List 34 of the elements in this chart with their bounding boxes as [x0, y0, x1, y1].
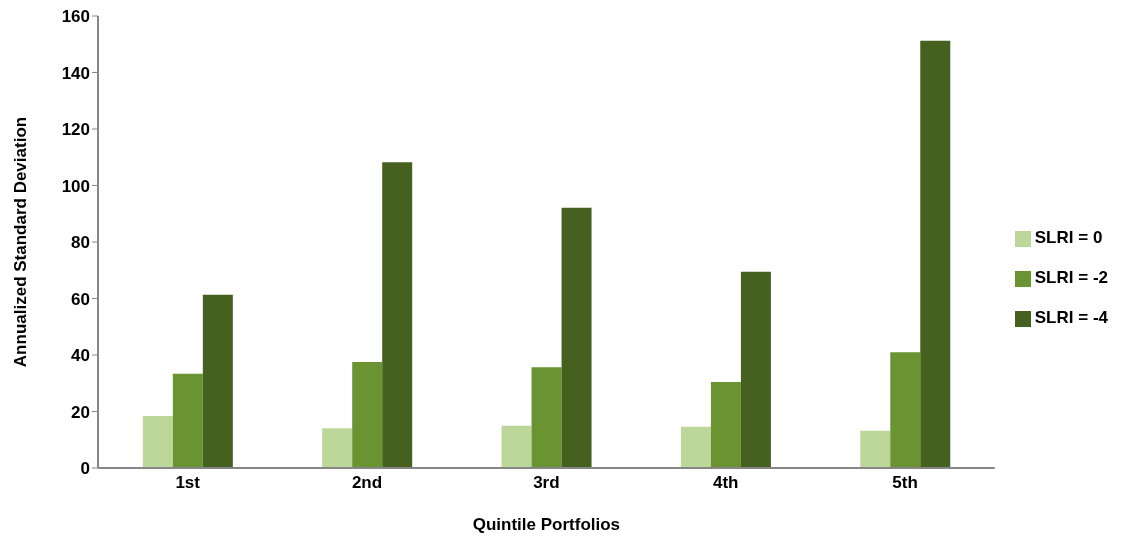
y-tick-label: 20 [71, 402, 90, 422]
x-tick-label: 2nd [351, 473, 383, 493]
y-axis-title: Annualized Standard Deviation [11, 116, 31, 368]
y-tick-label: 40 [71, 346, 90, 366]
bar [501, 425, 532, 468]
x-tick-label: 3rd [533, 473, 560, 493]
bar [172, 373, 203, 468]
x-tick-label: 1st [175, 473, 201, 493]
bar [561, 207, 592, 468]
bar [322, 428, 353, 468]
bar [860, 430, 891, 468]
bar [352, 362, 383, 468]
x-tick-label: 5th [892, 473, 918, 493]
y-tick-label: 80 [71, 233, 90, 253]
bar [710, 382, 741, 468]
y-tick-label: 140 [61, 63, 90, 83]
y-tick-label: 100 [61, 176, 90, 196]
bar [142, 416, 173, 468]
bar [531, 367, 562, 468]
y-tick-label: 60 [71, 289, 90, 309]
bar [890, 352, 921, 468]
bar [680, 426, 711, 468]
y-tick-label: 0 [80, 459, 90, 479]
legend-label: SLRI = -4 [1034, 308, 1108, 327]
bar [740, 271, 771, 468]
legend-label: SLRI = 0 [1034, 228, 1103, 247]
bar [920, 40, 951, 468]
x-tick-label: 4th [713, 473, 739, 493]
bar [202, 294, 233, 468]
legend-label: SLRI = -2 [1034, 268, 1108, 287]
y-tick-label: 160 [61, 7, 90, 27]
bar [382, 162, 413, 468]
x-axis-title: Quintile Portfolios [472, 515, 621, 534]
y-tick-label: 120 [61, 120, 90, 140]
